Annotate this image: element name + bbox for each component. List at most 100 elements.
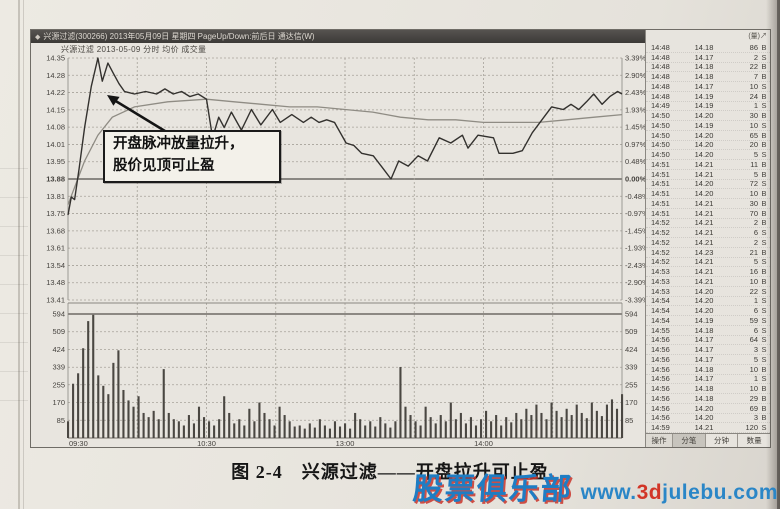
tick-row: 14:56 14.17 64 S xyxy=(646,335,770,346)
tick-side: S xyxy=(761,52,767,62)
tick-volume: 72 xyxy=(749,179,758,189)
tick-side: S xyxy=(761,257,767,267)
volume-bar xyxy=(67,421,70,438)
tick-time: 14:53 xyxy=(651,286,670,296)
volume-bar xyxy=(147,417,150,438)
tick-volume: 2 xyxy=(753,52,758,62)
page-margin-line xyxy=(23,0,24,509)
tick-volume: 22 xyxy=(749,286,758,296)
volume-bar xyxy=(550,402,553,438)
volume-bar xyxy=(318,419,321,438)
tick-price: 14.19 xyxy=(694,120,714,130)
price-tick-label: 13.75 xyxy=(46,209,65,218)
volume-bar xyxy=(157,419,160,438)
volume-bar xyxy=(82,348,85,438)
tab-caozuo[interactable]: 操作 xyxy=(646,434,673,447)
tick-row: 14:51 14.21 5 B xyxy=(646,170,770,180)
tick-row: 14:52 14.21 5 S xyxy=(646,257,770,268)
tick-price: 14.23 xyxy=(694,247,714,257)
tick-volume: 65 xyxy=(749,130,758,140)
volume-bar xyxy=(404,406,407,438)
tab-fenzhong[interactable]: 分钟 xyxy=(706,434,739,447)
tick-volume: 5 xyxy=(753,257,758,267)
tick-row: 14:59 14.21 120 S xyxy=(646,423,770,433)
volume-bar xyxy=(248,408,251,438)
tick-row: 14:51 14.21 70 B xyxy=(646,209,770,219)
tab-shuliang[interactable]: 数量 xyxy=(746,436,762,445)
tick-volume: 10 xyxy=(749,276,758,286)
percent-tick-label: 1.93% xyxy=(625,105,645,114)
tick-time: 14:48 xyxy=(651,72,670,82)
volume-bar xyxy=(399,367,402,438)
tick-side: S xyxy=(761,306,767,316)
volume-bar xyxy=(419,425,422,438)
price-tick-label: 13.48 xyxy=(46,278,65,287)
tick-side: B xyxy=(761,43,767,52)
tick-volume: 6 xyxy=(753,325,758,335)
tab-fenbi[interactable]: 分笔 xyxy=(673,434,706,447)
volume-bar xyxy=(369,421,372,438)
volume-bar xyxy=(253,421,256,438)
tick-row: 14:48 14.18 22 B xyxy=(646,62,770,73)
percent-axis-labels: 3.39% 2.90% 2.43% 1.93% 1.45% 0.97% 0.48% 0.00%… xyxy=(625,55,645,425)
volume-bar xyxy=(313,427,316,438)
tick-volume: 20 xyxy=(749,140,758,150)
time-tick-label: 13:00 xyxy=(336,439,355,447)
tick-time: 14:48 xyxy=(651,81,670,91)
volume-tick-label: 85 xyxy=(57,416,65,425)
volume-bar xyxy=(621,394,624,438)
volume-bar xyxy=(595,410,598,438)
tick-row: 14:54 14.20 1 S xyxy=(646,296,770,307)
percent-tick-label: 3.39% xyxy=(625,55,645,63)
percent-tick-label: 0.00% xyxy=(625,175,645,184)
tick-price: 14.20 xyxy=(694,286,714,296)
tick-time: 14:59 xyxy=(651,423,670,433)
tick-time: 14:53 xyxy=(651,276,670,286)
tick-price: 14.21 xyxy=(694,257,714,267)
volume-bar xyxy=(505,417,508,438)
tick-price: 14.18 xyxy=(694,62,714,72)
volume-bar xyxy=(112,362,115,438)
arrowhead-icon xyxy=(107,95,120,106)
tick-side: S xyxy=(761,81,767,91)
tick-volume: 3 xyxy=(753,345,758,355)
volume-bar xyxy=(485,410,488,438)
percent-tick-label: -1.93% xyxy=(625,244,645,253)
tick-row: 14:56 14.18 10 B xyxy=(646,365,770,375)
tick-time: 14:52 xyxy=(651,228,670,238)
tick-volume: 10 xyxy=(749,189,758,199)
price-tick-label: 14.28 xyxy=(46,71,65,80)
tick-time: 14:51 xyxy=(651,179,670,189)
tick-list[interactable]: 14:48 14.18 86 B 14:48 14.17 2 S 14:48 14.18 22 B 14… xyxy=(646,43,770,433)
tick-row: 14:51 14.20 10 B xyxy=(646,189,770,199)
tick-time: 14:56 xyxy=(651,354,670,364)
tick-price: 14.18 xyxy=(694,364,714,374)
volume-tick-label: 255 xyxy=(625,380,638,389)
tick-side: B xyxy=(761,91,767,101)
volume-bar xyxy=(580,412,583,438)
percent-tick-label: -2.90% xyxy=(625,278,645,287)
tick-volume: 1 xyxy=(753,296,758,306)
volume-bar xyxy=(605,404,608,438)
volume-bar xyxy=(359,419,362,438)
volume-bar xyxy=(565,408,568,438)
volume-bar xyxy=(238,419,241,438)
site-watermark: 股票俱乐部 www.3djulebu.com xyxy=(411,464,778,508)
tick-row: 14:54 14.20 6 S xyxy=(646,306,770,316)
page-ruled-lines xyxy=(0,140,28,410)
volume-bar xyxy=(469,417,473,438)
volume-bar xyxy=(434,423,437,438)
tick-row: 14:56 14.18 29 B xyxy=(646,394,770,404)
volume-bar xyxy=(570,415,573,438)
tick-price: 14.17 xyxy=(694,374,714,384)
tick-price: 14.18 xyxy=(694,325,714,335)
tick-volume: 6 xyxy=(753,228,758,238)
volume-tick-label: 424 xyxy=(625,345,638,354)
price-tick-label: 13.54 xyxy=(46,261,65,270)
percent-tick-label: -3.39% xyxy=(625,296,645,305)
tick-row: 14:53 14.21 16 B xyxy=(646,267,770,277)
tick-side: S xyxy=(761,423,767,433)
volume-bar xyxy=(374,426,377,438)
tick-time: 14:52 xyxy=(651,237,670,247)
tick-volume: 11 xyxy=(750,159,758,169)
